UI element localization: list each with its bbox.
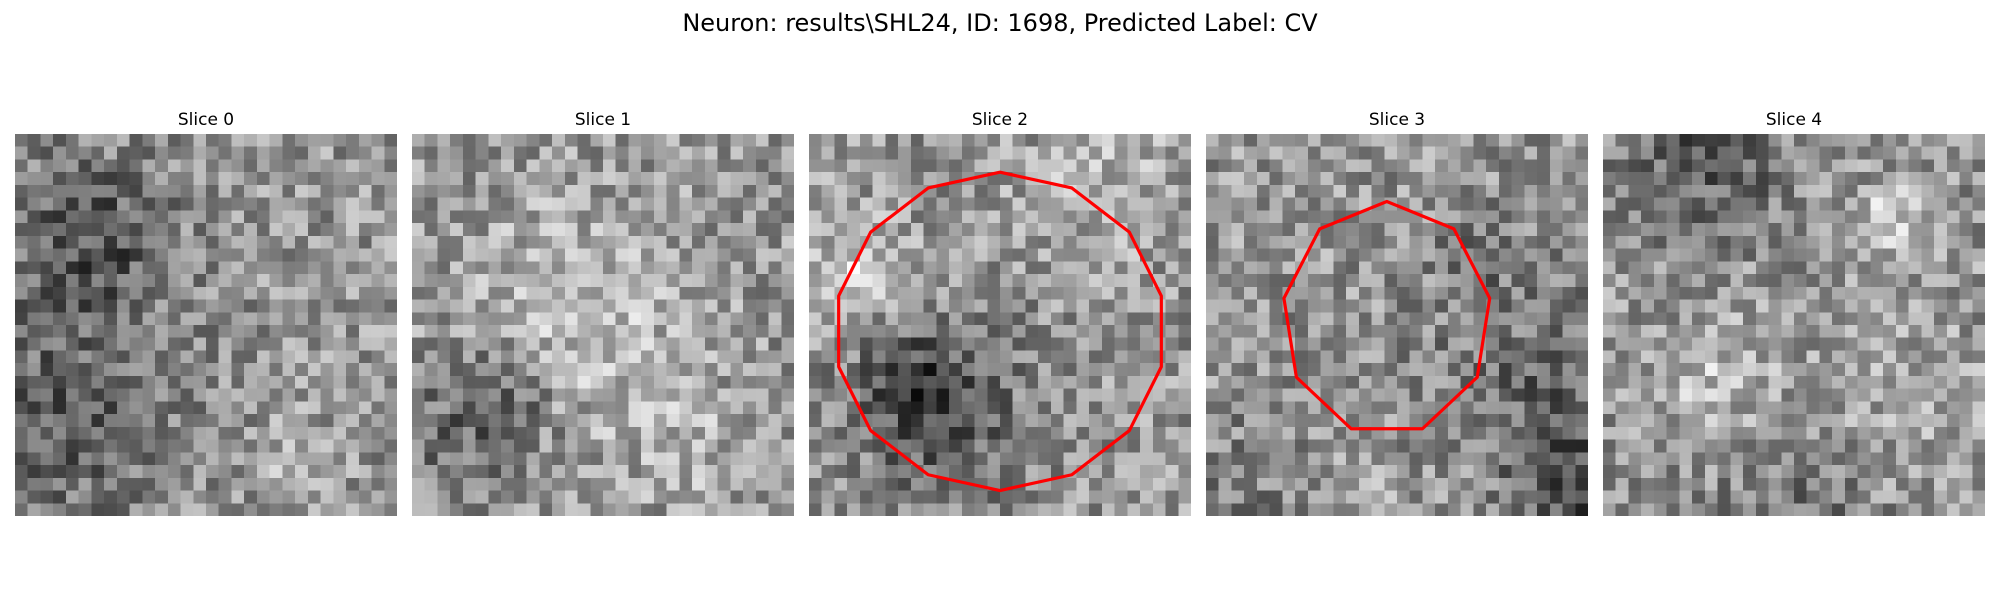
- slice-title-0: Slice 0: [177, 110, 235, 130]
- slice-title-1: Slice 1: [574, 110, 632, 130]
- slice-panel-0: Slice 0: [15, 108, 397, 516]
- slice-image-1: [412, 134, 794, 516]
- slice-title-2: Slice 2: [971, 110, 1029, 130]
- slice-panel-1: Slice 1: [412, 108, 794, 516]
- slice-title-3: Slice 3: [1368, 110, 1426, 130]
- figure-title: Neuron: results\SHL24, ID: 1698, Predict…: [682, 9, 1318, 37]
- slice-image-0: [15, 134, 397, 516]
- slice-panel-2: Slice 2: [809, 108, 1191, 516]
- slice-panel-3: Slice 3: [1206, 108, 1588, 516]
- slice-image-2: [809, 134, 1191, 516]
- slice-title-4: Slice 4: [1765, 110, 1823, 130]
- segmentation-contour-2: [837, 170, 1163, 493]
- slice-panel-4: Slice 4: [1603, 108, 1985, 516]
- slice-image-3: [1206, 134, 1588, 516]
- slice-image-4: [1603, 134, 1985, 516]
- segmentation-contour-3: [1282, 199, 1492, 431]
